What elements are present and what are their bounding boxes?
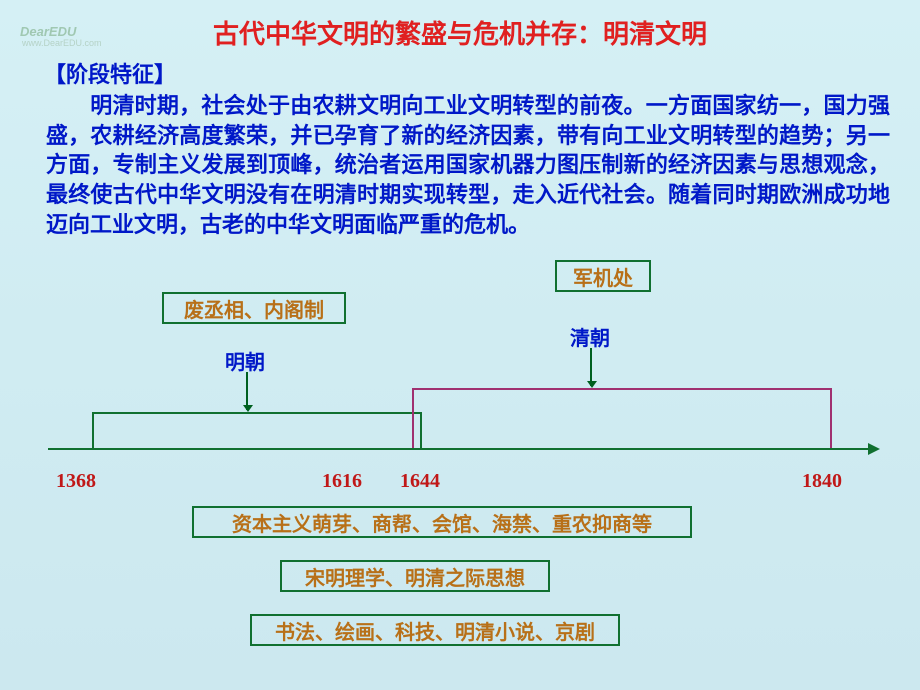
timeline-diagram: 废丞相、内阁制 军机处 明朝 清朝 1368 1616 1644 1840 资本主义萌… [0,260,920,680]
dynasty-ming-label: 明朝 [225,346,265,375]
arrow-qing [590,348,592,386]
box-qing-feature: 军机处 [555,260,651,292]
box-economy: 资本主义萌芽、商帮、会馆、海禁、重农抑商等 [192,506,692,538]
box-text: 宋明理学、明清之际思想 [305,562,525,591]
timeline-axis [48,448,868,450]
bracket-ming-left [92,412,94,448]
box-culture: 书法、绘画、科技、明清小说、京剧 [250,614,620,646]
arrow-ming [246,372,248,410]
box-text: 资本主义萌芽、商帮、会馆、海禁、重农抑商等 [232,508,652,537]
paragraph-text: 明清时期，社会处于由农耕文明向工业文明转型的前夜。一方面国家纺一，国力强盛，农耕… [46,93,890,237]
year-1616: 1616 [322,470,362,493]
watermark-url: www.DearEDU.com [22,38,102,48]
section-label: 【阶段特征】 [44,57,920,89]
bracket-qing-right [830,388,832,448]
box-ming-feature: 废丞相、内阁制 [162,292,346,324]
box-text: 军机处 [573,262,633,291]
box-thought: 宋明理学、明清之际思想 [280,560,550,592]
box-text: 书法、绘画、科技、明清小说、京剧 [275,616,595,645]
bracket-qing [412,388,830,390]
year-1368: 1368 [56,470,96,493]
timeline-arrowhead [868,443,880,455]
box-text: 废丞相、内阁制 [184,294,324,323]
page-title: 古代中华文明的繁盛与危机并存：明清文明 [0,0,920,51]
year-1644: 1644 [400,470,440,493]
bracket-qing-left [412,388,414,448]
bracket-ming-right [420,412,422,448]
stage-features-paragraph: 明清时期，社会处于由农耕文明向工业文明转型的前夜。一方面国家纺一，国力强盛，农耕… [46,91,890,239]
year-1840: 1840 [802,470,842,493]
watermark-logo: DearEDU [20,24,76,39]
bracket-ming [92,412,420,414]
dynasty-qing-label: 清朝 [570,322,610,351]
